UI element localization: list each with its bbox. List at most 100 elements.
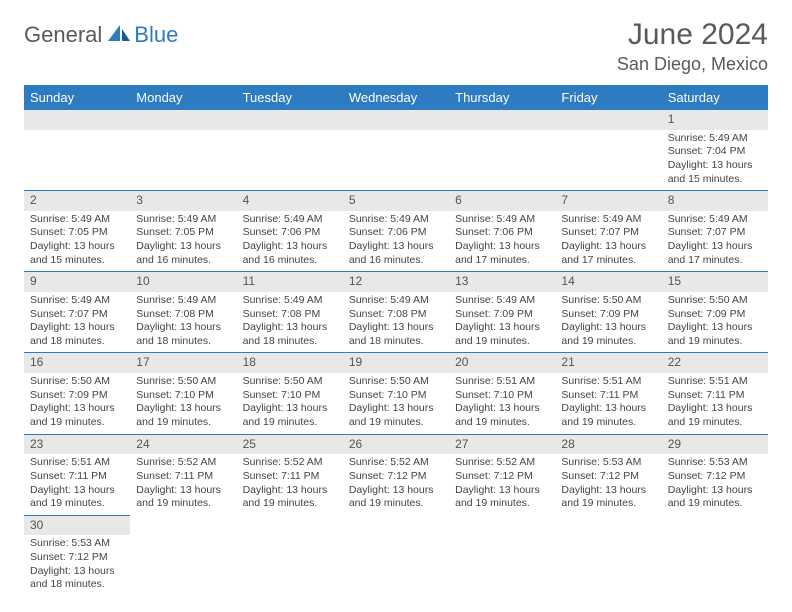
calendar-day-cell: 13Sunrise: 5:49 AMSunset: 7:09 PMDayligh… <box>449 271 555 352</box>
daylight-line2: and 18 minutes. <box>30 578 124 592</box>
calendar-day-cell <box>130 110 236 190</box>
calendar-table: SundayMondayTuesdayWednesdayThursdayFrid… <box>24 85 768 596</box>
calendar-day-cell: 10Sunrise: 5:49 AMSunset: 7:08 PMDayligh… <box>130 271 236 352</box>
sunrise: Sunrise: 5:49 AM <box>243 294 337 308</box>
calendar-day-cell <box>343 110 449 190</box>
calendar-day-cell <box>449 110 555 190</box>
sunset: Sunset: 7:06 PM <box>243 226 337 240</box>
sunrise: Sunrise: 5:51 AM <box>455 375 549 389</box>
daylight-line2: and 19 minutes. <box>243 497 337 511</box>
weekday-header: Wednesday <box>343 85 449 110</box>
sunset: Sunset: 7:08 PM <box>136 308 230 322</box>
sunset: Sunset: 7:07 PM <box>561 226 655 240</box>
day-number: 20 <box>449 352 555 373</box>
calendar-day-cell: 15Sunrise: 5:50 AMSunset: 7:09 PMDayligh… <box>662 271 768 352</box>
day-number: 12 <box>343 271 449 292</box>
day-body: Sunrise: 5:50 AMSunset: 7:10 PMDaylight:… <box>237 373 343 434</box>
sunrise: Sunrise: 5:52 AM <box>243 456 337 470</box>
sunset: Sunset: 7:06 PM <box>455 226 549 240</box>
daylight-line1: Daylight: 13 hours <box>561 321 655 335</box>
daylight-line1: Daylight: 13 hours <box>30 565 124 579</box>
sunset: Sunset: 7:12 PM <box>455 470 549 484</box>
day-body: Sunrise: 5:50 AMSunset: 7:10 PMDaylight:… <box>130 373 236 434</box>
month-title: June 2024 <box>617 18 768 52</box>
daylight-line1: Daylight: 13 hours <box>30 321 124 335</box>
empty-day-strip <box>343 110 449 130</box>
sunrise: Sunrise: 5:49 AM <box>136 213 230 227</box>
day-body: Sunrise: 5:49 AMSunset: 7:07 PMDaylight:… <box>662 211 768 272</box>
calendar-day-cell: 16Sunrise: 5:50 AMSunset: 7:09 PMDayligh… <box>24 352 130 433</box>
daylight-line2: and 19 minutes. <box>455 497 549 511</box>
sunset: Sunset: 7:11 PM <box>668 389 762 403</box>
calendar-week-row: 2Sunrise: 5:49 AMSunset: 7:05 PMDaylight… <box>24 190 768 271</box>
daylight-line1: Daylight: 13 hours <box>668 402 762 416</box>
daylight-line1: Daylight: 13 hours <box>349 321 443 335</box>
calendar-body: 1Sunrise: 5:49 AMSunset: 7:04 PMDaylight… <box>24 110 768 596</box>
calendar-day-cell: 7Sunrise: 5:49 AMSunset: 7:07 PMDaylight… <box>555 190 661 271</box>
day-number: 15 <box>662 271 768 292</box>
day-number: 5 <box>343 190 449 211</box>
calendar-day-cell <box>24 110 130 190</box>
day-number: 9 <box>24 271 130 292</box>
daylight-line1: Daylight: 13 hours <box>30 484 124 498</box>
daylight-line1: Daylight: 13 hours <box>136 240 230 254</box>
sunset: Sunset: 7:11 PM <box>136 470 230 484</box>
day-number: 11 <box>237 271 343 292</box>
daylight-line2: and 17 minutes. <box>668 254 762 268</box>
sunset: Sunset: 7:04 PM <box>668 145 762 159</box>
day-body: Sunrise: 5:50 AMSunset: 7:09 PMDaylight:… <box>555 292 661 353</box>
daylight-line2: and 15 minutes. <box>668 173 762 187</box>
sunrise: Sunrise: 5:49 AM <box>455 294 549 308</box>
day-body: Sunrise: 5:49 AMSunset: 7:06 PMDaylight:… <box>449 211 555 272</box>
calendar-day-cell <box>555 515 661 596</box>
daylight-line2: and 19 minutes. <box>561 335 655 349</box>
weekday-header: Thursday <box>449 85 555 110</box>
daylight-line1: Daylight: 13 hours <box>668 240 762 254</box>
day-body: Sunrise: 5:49 AMSunset: 7:08 PMDaylight:… <box>237 292 343 353</box>
daylight-line2: and 19 minutes. <box>455 335 549 349</box>
daylight-line1: Daylight: 13 hours <box>243 321 337 335</box>
day-number: 14 <box>555 271 661 292</box>
calendar-week-row: 1Sunrise: 5:49 AMSunset: 7:04 PMDaylight… <box>24 110 768 190</box>
day-body: Sunrise: 5:53 AMSunset: 7:12 PMDaylight:… <box>555 454 661 515</box>
sunset: Sunset: 7:12 PM <box>349 470 443 484</box>
weekday-header: Monday <box>130 85 236 110</box>
calendar-day-cell: 12Sunrise: 5:49 AMSunset: 7:08 PMDayligh… <box>343 271 449 352</box>
day-number: 23 <box>24 434 130 455</box>
day-number: 18 <box>237 352 343 373</box>
sunset: Sunset: 7:05 PM <box>136 226 230 240</box>
calendar-day-cell: 18Sunrise: 5:50 AMSunset: 7:10 PMDayligh… <box>237 352 343 433</box>
daylight-line2: and 16 minutes. <box>136 254 230 268</box>
weekday-header: Saturday <box>662 85 768 110</box>
sunrise: Sunrise: 5:50 AM <box>30 375 124 389</box>
calendar-day-cell: 11Sunrise: 5:49 AMSunset: 7:08 PMDayligh… <box>237 271 343 352</box>
day-body: Sunrise: 5:50 AMSunset: 7:10 PMDaylight:… <box>343 373 449 434</box>
daylight-line2: and 17 minutes. <box>455 254 549 268</box>
logo-sail-icon <box>106 23 132 48</box>
sunrise: Sunrise: 5:51 AM <box>561 375 655 389</box>
calendar-day-cell: 19Sunrise: 5:50 AMSunset: 7:10 PMDayligh… <box>343 352 449 433</box>
empty-day-strip <box>449 110 555 130</box>
calendar-week-row: 16Sunrise: 5:50 AMSunset: 7:09 PMDayligh… <box>24 352 768 433</box>
day-body: Sunrise: 5:53 AMSunset: 7:12 PMDaylight:… <box>24 535 130 596</box>
calendar-day-cell <box>449 515 555 596</box>
sunrise: Sunrise: 5:49 AM <box>30 213 124 227</box>
sunrise: Sunrise: 5:49 AM <box>561 213 655 227</box>
day-number: 24 <box>130 434 236 455</box>
day-body: Sunrise: 5:49 AMSunset: 7:05 PMDaylight:… <box>24 211 130 272</box>
calendar-day-cell: 21Sunrise: 5:51 AMSunset: 7:11 PMDayligh… <box>555 352 661 433</box>
day-body: Sunrise: 5:49 AMSunset: 7:08 PMDaylight:… <box>130 292 236 353</box>
daylight-line2: and 19 minutes. <box>136 416 230 430</box>
logo-text-blue: Blue <box>134 22 178 48</box>
daylight-line2: and 19 minutes. <box>668 497 762 511</box>
daylight-line1: Daylight: 13 hours <box>668 484 762 498</box>
daylight-line1: Daylight: 13 hours <box>136 321 230 335</box>
logo: General Blue <box>24 22 178 48</box>
daylight-line2: and 19 minutes. <box>668 335 762 349</box>
day-number: 21 <box>555 352 661 373</box>
sunset: Sunset: 7:06 PM <box>349 226 443 240</box>
day-body: Sunrise: 5:49 AMSunset: 7:05 PMDaylight:… <box>130 211 236 272</box>
daylight-line1: Daylight: 13 hours <box>243 402 337 416</box>
day-number: 7 <box>555 190 661 211</box>
day-body: Sunrise: 5:51 AMSunset: 7:10 PMDaylight:… <box>449 373 555 434</box>
